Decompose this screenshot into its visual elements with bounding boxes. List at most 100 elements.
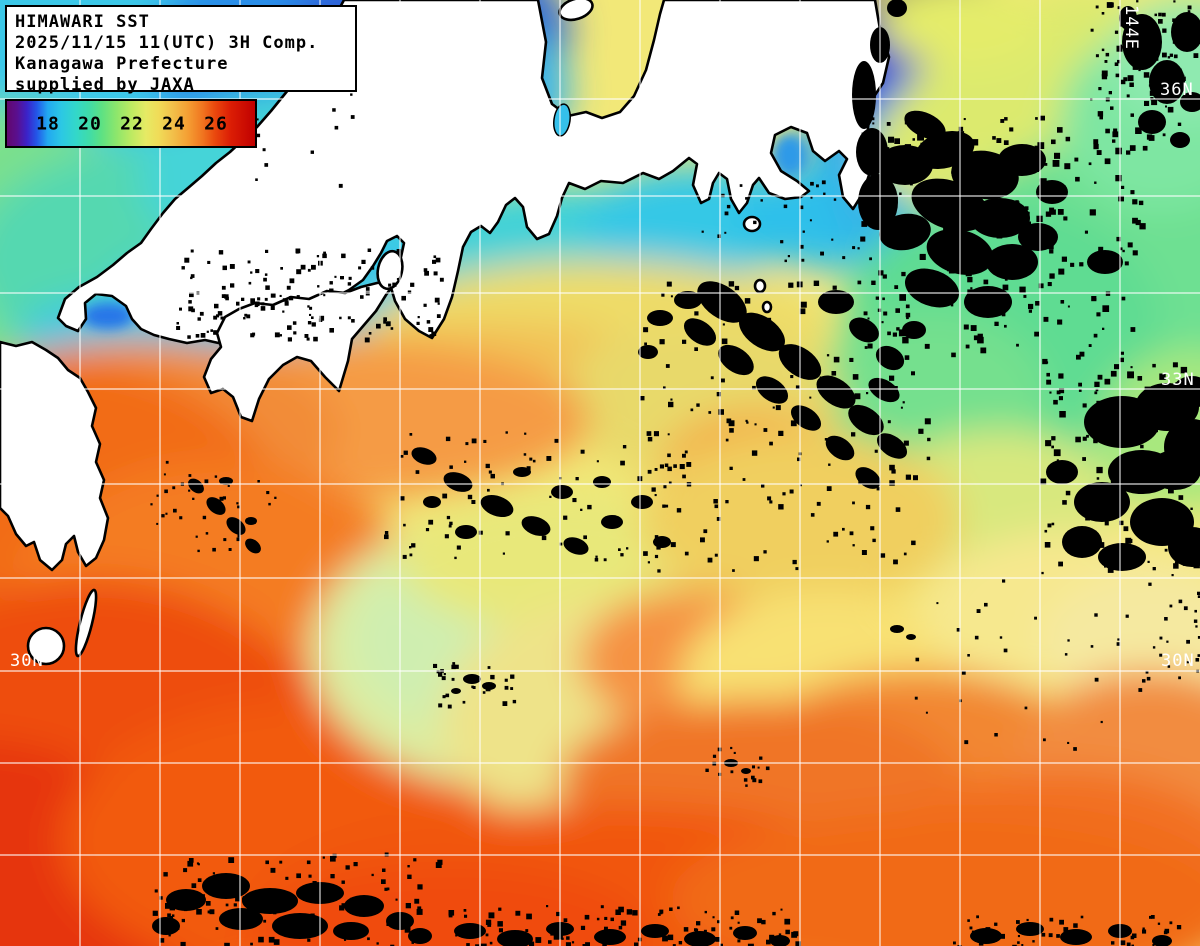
cloud-speckle (1067, 305, 1070, 308)
cloud-speckle (304, 334, 309, 338)
cloud-speckle (1044, 542, 1051, 548)
cloud-speckle (1131, 944, 1134, 946)
cloud-speckle (1160, 83, 1166, 88)
cloud-speckle (1169, 604, 1173, 608)
cloud-speckle (1081, 531, 1084, 534)
cloud-speckle (861, 221, 868, 227)
cloud-speckle (1059, 388, 1065, 394)
cloud-speckle (351, 319, 355, 323)
cloud-speckle (1056, 191, 1059, 195)
cloud-speckle (202, 515, 207, 520)
cloud-speckle (417, 884, 423, 890)
cloud-speckle (643, 327, 649, 333)
cloud-speckle (487, 488, 490, 492)
cloud-speckle (287, 337, 292, 342)
cloud-speckle (684, 551, 689, 556)
cloud-speckle (787, 255, 790, 258)
cloud-speckle (1073, 747, 1077, 751)
cloud-speckle (1057, 127, 1063, 133)
cloud-speckle (893, 559, 898, 565)
cloud-speckle (918, 428, 924, 434)
cloud-speckle (1171, 574, 1174, 577)
cloud-speckle (1056, 934, 1060, 938)
cloud-speckle (236, 537, 241, 542)
cloud-speckle (852, 501, 855, 505)
cloud-speckle (341, 880, 345, 884)
cloud-speckle (861, 132, 868, 139)
cloud-speckle (872, 223, 878, 230)
cloud-speckle (826, 486, 832, 491)
cloud-speckle (654, 468, 658, 471)
cloud-speckle (976, 915, 979, 919)
cloud-speckle (903, 552, 907, 556)
cloud-speckle (1148, 84, 1152, 87)
cloud-speckle (416, 908, 423, 915)
cloud-speckle (994, 733, 998, 737)
cloud-speckle (1079, 351, 1085, 357)
cloud-speckle (243, 317, 246, 320)
cloud-speckle (1097, 423, 1105, 431)
cloud-speckle (1060, 185, 1066, 191)
cloud-blob (852, 61, 876, 129)
cloud-speckle (1104, 378, 1111, 385)
cloud-speckle (911, 540, 916, 546)
cloud-speckle (763, 550, 767, 554)
cloud-speckle (1021, 944, 1024, 946)
cloud-speckle (1008, 263, 1011, 267)
cloud-speckle (228, 548, 232, 551)
cloud-speckle (1108, 91, 1112, 95)
cloud-speckle (864, 346, 868, 349)
cloud-speckle (975, 202, 983, 210)
cloud-speckle (1119, 44, 1123, 47)
cloud-speckle (452, 662, 456, 665)
cloud-speckle (656, 545, 661, 550)
cloud-speckle (1121, 185, 1125, 189)
cloud-speckle (498, 907, 502, 911)
cloud-speckle (870, 526, 875, 531)
cloud-speckle (1195, 658, 1200, 662)
cloud-speckle (217, 311, 223, 316)
cloud-speckle (1075, 176, 1080, 182)
cloud-speckle (319, 315, 325, 321)
cloud-speckle (1003, 648, 1008, 653)
cloud-speckle (1155, 533, 1162, 539)
cloud-speckle (580, 449, 585, 454)
cloud-speckle (1101, 12, 1105, 15)
cloud-speckle (1196, 35, 1200, 39)
cloud-speckle (1152, 363, 1156, 368)
cloud-speckle (1190, 507, 1193, 510)
cloud-speckle (504, 685, 509, 690)
cloud-speckle (1096, 477, 1100, 480)
cloud-speckle (881, 321, 884, 324)
cloud-speckle (721, 378, 725, 383)
cloud-speckle (311, 265, 316, 270)
cloud-speckle (174, 924, 180, 930)
cloud-speckle (1127, 371, 1134, 379)
cloud-speckle (983, 279, 989, 285)
cloud-speckle (1051, 436, 1056, 441)
cloud-speckle (820, 251, 824, 256)
cloud-speckle (490, 473, 495, 479)
cloud-speckle (902, 337, 909, 344)
cloud-speckle (1076, 354, 1081, 360)
cloud-speckle (1178, 495, 1184, 500)
cloud-speckle (821, 180, 826, 185)
cloud-speckle (745, 197, 748, 200)
cloud-speckle (392, 282, 397, 287)
cloud-speckle (515, 910, 521, 916)
cloud-speckle (1142, 927, 1145, 930)
cloud-speckle (1056, 459, 1059, 462)
cloud-speckle (1096, 400, 1102, 406)
cloud-speckle (1049, 391, 1052, 394)
cloud-speckle (163, 872, 168, 877)
cloud-speckle (188, 474, 192, 477)
cloud-speckle (487, 666, 491, 669)
cloud-speckle (1079, 936, 1083, 940)
cloud-speckle (852, 246, 856, 250)
cloud-speckle (651, 487, 656, 492)
cloud-speckle (296, 873, 301, 879)
cloud-speckle (1136, 0, 1139, 3)
cloud-speckle (747, 943, 754, 946)
cloud-speckle (1084, 230, 1088, 234)
cloud-speckle (546, 905, 549, 908)
